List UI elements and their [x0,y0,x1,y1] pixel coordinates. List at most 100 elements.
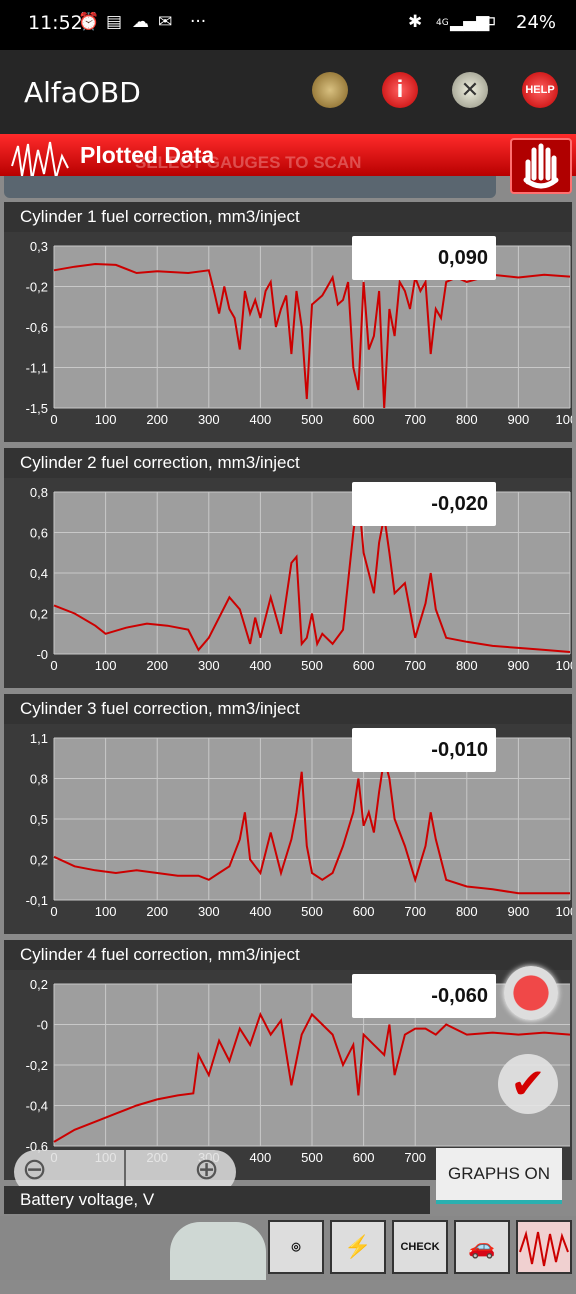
brake-disc-icon[interactable]: ◎ [268,1220,324,1274]
y-tick-label: 0,2 [30,607,48,622]
x-tick-label: 300 [198,412,220,427]
status-bar: 11:52 ⏰ ▤ ☁ ✉ ··· ✱ 4G ▂▄▆ ▭ 24% [0,0,576,50]
y-tick-label: -0 [36,647,48,662]
battery-icon: ▭ [476,8,497,33]
x-tick-label: 900 [508,904,530,919]
tools-icon[interactable]: ✕ [452,72,488,108]
x-tick-label: 600 [353,412,375,427]
screen-title: Plotted Data [80,142,215,168]
x-tick-label: 100 [95,658,117,673]
mail-icon: ✉ [158,12,173,32]
more-icon: ··· [190,12,207,32]
series-line [53,262,571,409]
x-tick-label: 200 [146,412,168,427]
chart-title: Cylinder 2 fuel correction, mm3/inject [4,448,572,478]
y-tick-label: 0,2 [30,977,48,992]
x-tick-label: 700 [404,658,426,673]
chart-2-current-value: -0,020 [352,482,496,526]
y-tick-label: 1,1 [30,731,48,746]
chart-title: Cylinder 3 fuel correction, mm3/inject [4,694,572,724]
y-tick-label: 0,2 [30,853,48,868]
x-tick-label: 500 [301,1150,323,1165]
x-tick-label: 1000 [556,658,572,673]
app-bar: AlfaOBD i ✕ HELP [0,50,576,134]
screen-title-bar: SELECT GAUGES TO SCAN Plotted Data [0,134,576,181]
alarm-icon: ⏰ [78,12,100,32]
x-tick-label: 1000 [556,412,572,427]
y-tick-label: 0,8 [30,772,48,787]
x-tick-label: 300 [198,658,220,673]
checkmark-button[interactable]: ✔ [498,1054,558,1114]
stop-hand-button[interactable] [510,138,572,194]
x-tick-label: 800 [456,904,478,919]
chart-3-current-value: -0,010 [352,728,496,772]
cloud-icon: ☁ [132,12,149,32]
bluetooth-icon: ✱ [408,12,423,32]
graphs-on-button[interactable]: GRAPHS ON [436,1148,562,1204]
plot-waveform-icon-graphic [519,1230,569,1267]
y-tick-label: 0,3 [30,239,48,254]
y-tick-label: -0,6 [26,320,48,335]
x-tick-label: 100 [95,412,117,427]
chart-title: Cylinder 1 fuel correction, mm3/inject [4,202,572,232]
chart-title: Cylinder 4 fuel correction, mm3/inject [4,940,572,970]
x-tick-label: 500 [301,658,323,673]
battery-tool-icon[interactable]: ⚡ [330,1220,386,1274]
x-tick-label: 600 [353,1150,375,1165]
x-tick-label: 700 [404,904,426,919]
y-tick-label: 0,8 [30,485,48,500]
series-line [53,1011,571,1143]
zoom-in-icon[interactable]: ⊕ [194,1153,220,1186]
scan-button-ghost-label: SELECT GAUGES TO SCAN [135,153,362,172]
help-button[interactable]: HELP [522,72,558,108]
y-tick-label: -0,2 [26,280,48,295]
x-tick-label: 400 [250,1150,272,1165]
series-line [53,758,570,895]
app-title: AlfaOBD [24,76,141,109]
zoom-divider [124,1150,126,1194]
x-tick-label: 600 [353,658,375,673]
y-tick-label: -0,1 [26,893,48,908]
y-tick-label: -0,4 [26,1099,48,1114]
x-tick-label: 400 [250,658,272,673]
check-engine-button[interactable]: CHECK [392,1220,448,1274]
record-button[interactable] [504,966,558,1020]
plot-waveform-icon[interactable] [516,1220,572,1274]
chart-4-current-value: -0,060 [352,974,496,1018]
x-tick-label: 700 [404,412,426,427]
y-tick-label: 0,4 [30,566,48,581]
x-tick-label: 300 [198,904,220,919]
x-tick-label: 500 [301,412,323,427]
x-tick-label: 0 [50,904,57,919]
x-tick-label: 200 [146,658,168,673]
x-tick-label: 900 [508,658,530,673]
y-tick-label: -0 [36,1018,48,1033]
vehicle-icon[interactable]: 🚗 [454,1220,510,1274]
battery-level: 24% [516,12,557,33]
info-icon[interactable]: i [382,72,418,108]
x-tick-label: 800 [456,658,478,673]
y-tick-label: -0,2 [26,1058,48,1073]
x-tick-label: 400 [250,412,272,427]
y-tick-label: 0,6 [30,526,48,541]
x-tick-label: 200 [146,904,168,919]
hand-icon [523,143,559,189]
y-tick-label: -1,5 [26,401,48,416]
y-tick-label: -1,1 [26,361,48,376]
x-tick-label: 0 [50,658,57,673]
zoom-out-icon[interactable]: ⊖ [22,1153,48,1186]
x-tick-label: 800 [456,412,478,427]
x-tick-label: 0 [50,412,57,427]
settings-gear-icon[interactable] [312,72,348,108]
status-time: 11:52 [28,12,83,34]
x-tick-label: 400 [250,904,272,919]
x-tick-label: 1000 [556,904,572,919]
select-gauges-button[interactable] [4,176,496,198]
car-logo-icon [170,1222,266,1280]
x-tick-label: 600 [353,904,375,919]
y-tick-label: 0,5 [30,812,48,827]
network-type: 4G [436,18,449,28]
next-chart-title: Battery voltage, V [4,1186,430,1214]
x-tick-label: 500 [301,904,323,919]
x-tick-label: 700 [404,1150,426,1165]
